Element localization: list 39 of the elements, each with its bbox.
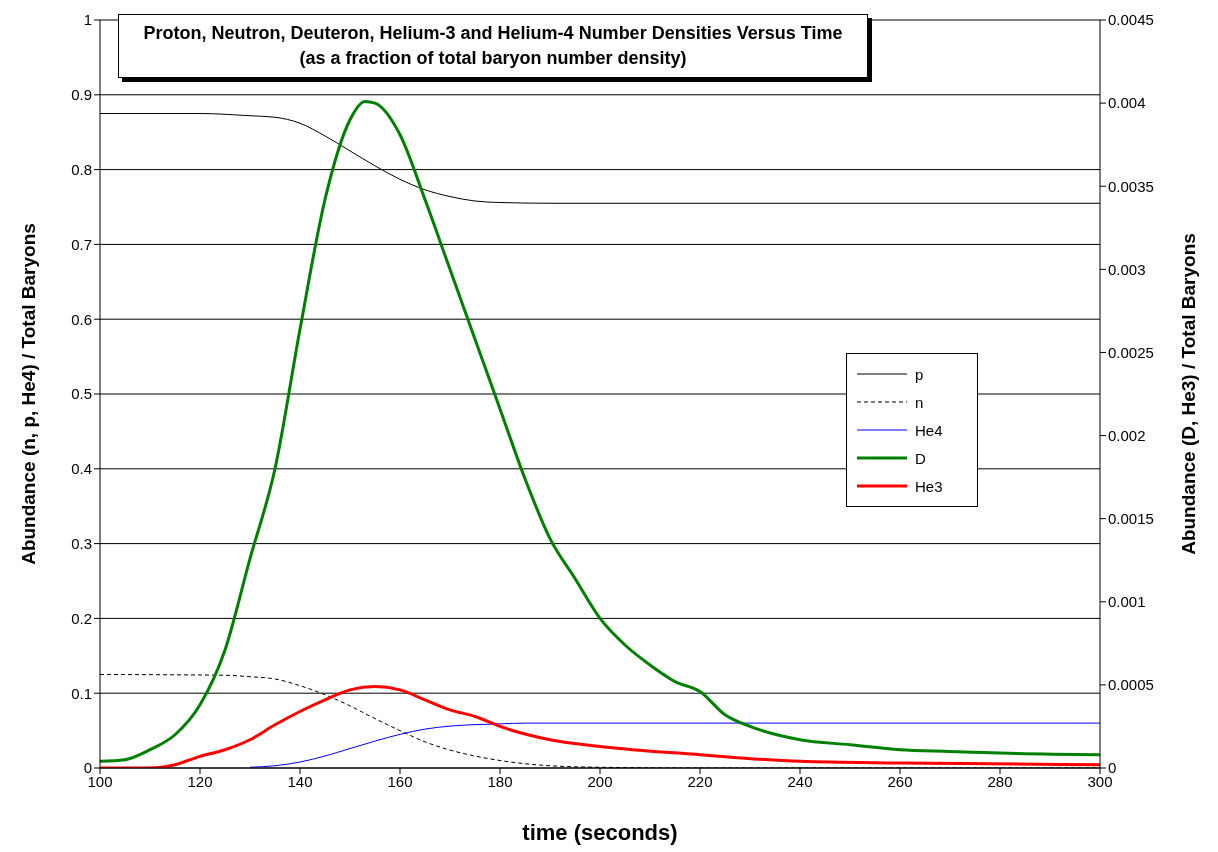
x-tick-label: 260 — [887, 772, 913, 790]
y2-tick-label: 0.004 — [1108, 94, 1146, 112]
legend-label: n — [915, 393, 924, 411]
x-tick-label: 160 — [387, 772, 413, 790]
legend-label: D — [915, 449, 926, 467]
x-tick-label: 120 — [187, 772, 213, 790]
x-tick-label: 240 — [787, 772, 813, 790]
x-axis-title: time (seconds) — [522, 820, 678, 845]
y-tick-label: 0.8 — [71, 160, 92, 178]
y-tick-label: 0.7 — [71, 235, 92, 253]
x-tick-label: 220 — [687, 772, 713, 790]
legend-label: He3 — [915, 477, 943, 495]
y-tick-label: 0.4 — [71, 460, 92, 478]
legend-label: p — [915, 365, 924, 383]
x-tick-label: 140 — [287, 772, 313, 790]
x-tick-label: 200 — [587, 772, 613, 790]
line-series — [249, 722, 1100, 768]
y2-tick-label: 0.0045 — [1108, 11, 1154, 29]
y2-tick-label: 0.0015 — [1108, 509, 1154, 527]
y2-tick-label: 0.003 — [1108, 260, 1146, 278]
x-tick-label: 280 — [987, 772, 1013, 790]
y-tick-label: 1 — [83, 11, 92, 29]
legend-label: He4 — [915, 421, 943, 439]
y2-axis-title: Abundance (D, He3) / Total Baryons — [1177, 233, 1199, 555]
x-tick-label: 180 — [487, 772, 513, 790]
y-tick-label: 0.2 — [71, 609, 92, 627]
y2-tick-label: 0.001 — [1108, 593, 1146, 611]
y2-tick-label: 0.0005 — [1108, 676, 1154, 694]
chart-title: Proton, Neutron, Deuteron, Helium-3 and Helium-4 Number Densities Versus Time — [142, 22, 844, 45]
y-tick-label: 0.6 — [71, 310, 92, 328]
text: (as a fraction of total baryon number density) — [298, 47, 688, 70]
y2-tick-label: 0.002 — [1108, 426, 1146, 444]
y-axis-title: Abundance (n, p, He4) / Total Baryons — [17, 223, 39, 565]
y2-tick-label: 0.0035 — [1108, 177, 1154, 195]
y-tick-label: 0.3 — [71, 534, 92, 552]
y-tick-label: 0.1 — [71, 684, 92, 702]
y-tick-label: 0.5 — [71, 385, 92, 403]
y2-tick-label: 0.0025 — [1108, 343, 1154, 361]
y-tick-label: 0.9 — [71, 86, 92, 104]
